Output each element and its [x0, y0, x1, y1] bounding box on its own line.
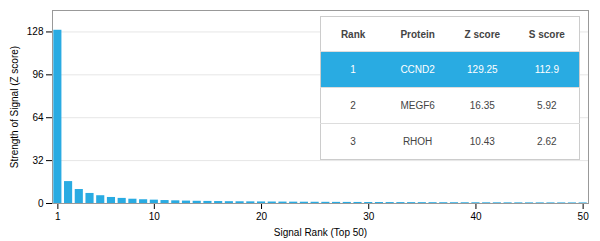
svg-text:20: 20 [256, 211, 268, 222]
html-text:Z score: Z score [464, 28, 501, 40]
html-text:1: 1 [350, 64, 356, 76]
html-text:MEGF6: MEGF6 [400, 100, 435, 111]
html-text:112.9: 112.9 [534, 64, 559, 76]
html-text:2.62: 2.62 [537, 135, 557, 147]
svg-text:32: 32 [32, 155, 44, 166]
html-text:5.92: 5.92 [537, 100, 557, 111]
svg-text:40: 40 [470, 211, 482, 222]
html-text:S score: S score [528, 28, 565, 40]
svg-text:30: 30 [363, 211, 375, 222]
svg-text:1: 1 [55, 211, 61, 222]
svg-text:Signal Rank (Top 50): Signal Rank (Top 50) [274, 227, 367, 238]
svg-text:96: 96 [32, 69, 44, 80]
svg-text:10: 10 [149, 211, 161, 222]
svg-text:0: 0 [38, 198, 44, 209]
svg-text:128: 128 [27, 26, 44, 37]
html-text:2: 2 [350, 100, 356, 111]
svg-text:Strength of Signal (Z score): Strength of Signal (Z score) [9, 46, 20, 168]
html-text:RHOH: RHOH [402, 135, 433, 147]
html-text:16.35: 16.35 [469, 100, 495, 111]
html-text:Protein: Protein [400, 28, 435, 40]
html-text:CCND2: CCND2 [400, 64, 435, 76]
svg-text:50: 50 [578, 211, 590, 222]
html-text:129.25: 129.25 [467, 64, 498, 76]
html-text:3: 3 [350, 135, 356, 147]
html-text:Rank: Rank [340, 28, 366, 40]
svg-text:64: 64 [32, 112, 44, 123]
html-text:10.43: 10.43 [469, 135, 495, 147]
